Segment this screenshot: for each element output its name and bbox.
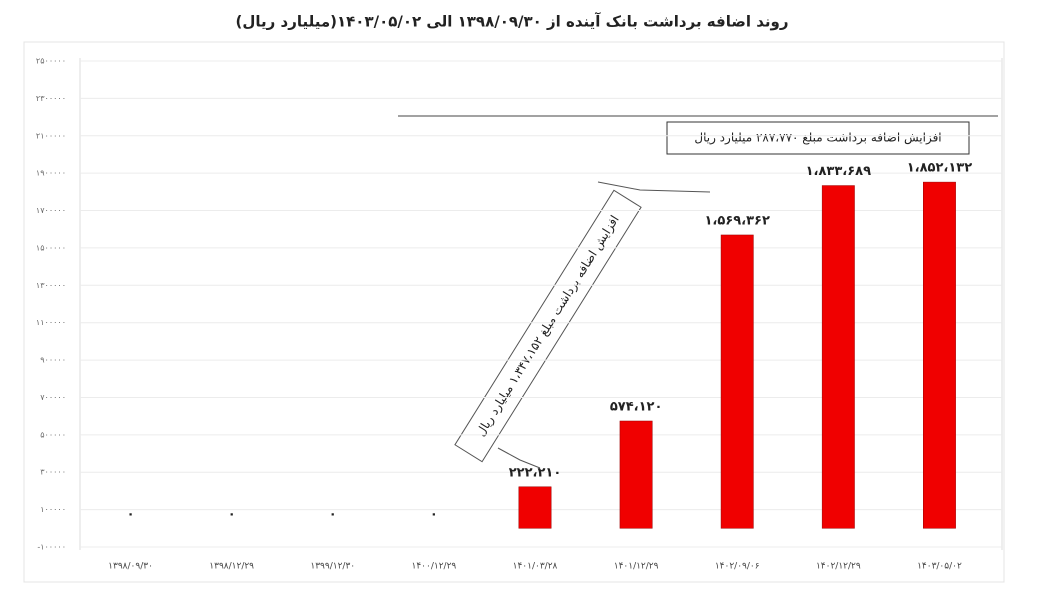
annotation-connector xyxy=(497,447,541,469)
data-label: ۱،۸۳۳،۶۸۹ xyxy=(806,164,871,179)
y-tick-label: ۱۱۰۰۰۰۰ xyxy=(36,318,66,327)
x-tick-label: ۱۴۰۲/۰۹/۰۶ xyxy=(715,562,760,572)
y-tick-label: ۱۷۰۰۰۰۰ xyxy=(36,206,66,215)
y-tick-label: -۱۰۰۰۰۰ xyxy=(37,543,66,552)
x-tick-label: ۱۴۰۰/۱۲/۲۹ xyxy=(412,562,457,572)
y-tick-label: ۵۰۰۰۰۰ xyxy=(40,430,66,439)
x-tick-label: ۱۴۰۳/۰۵/۰۲ xyxy=(917,562,962,572)
x-tick-label: ۱۳۹۸/۰۹/۳۰ xyxy=(108,562,153,572)
y-tick-label: ۲۳۰۰۰۰۰ xyxy=(36,94,66,103)
x-tick-label: ۱۳۹۹/۱۲/۳۰ xyxy=(310,562,355,572)
y-tick-label: ۱۰۰۰۰۰ xyxy=(40,505,66,514)
bar xyxy=(518,486,552,529)
data-label: ٠ xyxy=(430,507,438,522)
bar xyxy=(821,185,855,529)
bar xyxy=(720,234,754,529)
x-tick-label: ۱۴۰۲/۱۲/۲۹ xyxy=(816,562,861,572)
annotation-text: افزایش اضافه برداشت مبلغ ۱،۳۴۷،۱۵۲ میلیا… xyxy=(473,213,622,439)
annotation-box xyxy=(454,189,642,463)
chart-title: روند اضافه برداشت بانک آینده از ۱۳۹۸/۰۹/… xyxy=(236,13,789,31)
annotation-text: افزایش اضافه برداشت مبلغ ۲۸۷،۷۷۰ میلیارد… xyxy=(694,131,941,146)
x-tick-label: ۱۴۰۱/۰۳/۲۸ xyxy=(513,562,558,572)
y-tick-label: ۷۰۰۰۰۰ xyxy=(40,393,66,402)
data-label: ٠ xyxy=(127,507,135,522)
y-tick-label: ۱۵۰۰۰۰۰ xyxy=(36,243,66,252)
data-label: ٠ xyxy=(228,507,236,522)
annotation-box xyxy=(666,121,970,155)
annotation-rotated: افزایش اضافه برداشت مبلغ ۱،۳۴۷،۱۵۲ میلیا… xyxy=(454,189,642,463)
data-label: ۱،۵۶۹،۳۶۲ xyxy=(705,213,770,228)
x-tick-label: ۱۳۹۸/۱۲/۲۹ xyxy=(209,562,254,572)
bar xyxy=(619,420,653,529)
annotation-connector xyxy=(597,181,711,193)
bar xyxy=(923,181,956,529)
data-label: ٠ xyxy=(329,507,337,522)
data-label: ۱،۸۵۲،۱۳۲ xyxy=(907,161,972,176)
y-tick-label: ۹۰۰۰۰۰ xyxy=(40,356,66,365)
y-tick-label: ۱۳۰۰۰۰۰ xyxy=(36,281,66,290)
y-tick-label: ۳۰۰۰۰۰ xyxy=(40,468,66,477)
data-label: ۲۲۲،۲۱۰ xyxy=(509,465,562,480)
y-tick-label: ۲۵۰۰۰۰۰ xyxy=(36,57,66,66)
chart-frame xyxy=(23,41,1005,583)
annotation-top: افزایش اضافه برداشت مبلغ ۲۸۷،۷۷۰ میلیارد… xyxy=(666,121,970,155)
data-label: ۵۷۴،۱۲۰ xyxy=(610,399,663,414)
y-tick-label: ۱۹۰۰۰۰۰ xyxy=(36,169,66,178)
x-tick-label: ۱۴۰۱/۱۲/۲۹ xyxy=(614,562,659,572)
y-tick-label: ۲۱۰۰۰۰۰ xyxy=(36,131,66,140)
